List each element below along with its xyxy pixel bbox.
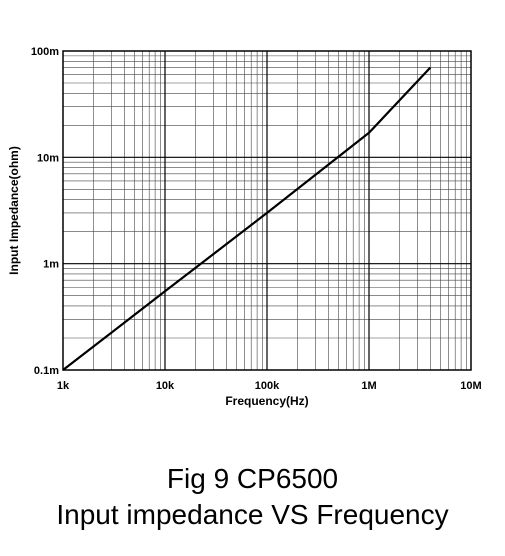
figure-caption-title: Input impedance VS Frequency [56, 499, 449, 530]
y-axis-title: Input Impedance(ohm) [7, 146, 21, 275]
series-line [62, 66, 432, 371]
x-tick-label: 100k [255, 380, 280, 392]
plot-frame [62, 50, 472, 371]
x-tick-label: 1k [57, 380, 70, 392]
y-tick-label: 1m [43, 259, 59, 271]
x-tick-label: 1M [361, 380, 376, 392]
y-tick-labels: 0.1m 1m 10m 100m [31, 46, 59, 377]
y-tick-label: 10m [37, 152, 59, 164]
x-tick-label: 10k [156, 380, 175, 392]
major-grid [63, 51, 471, 370]
impedance-chart: 1k 10k 100k 1M 10M 0.1m 1m 10m 100m Frequency(H… [7, 46, 482, 408]
series-group [62, 66, 432, 371]
y-tick-label: 100m [31, 46, 59, 58]
y-tick-label: 0.1m [34, 365, 59, 377]
x-tick-labels: 1k 10k 100k 1M 10M [57, 380, 482, 392]
x-tick-label: 10M [460, 380, 481, 392]
figure-caption-number: Fig 9 CP6500 [166, 463, 339, 494]
x-axis-title: Frequency(Hz) [225, 394, 308, 408]
